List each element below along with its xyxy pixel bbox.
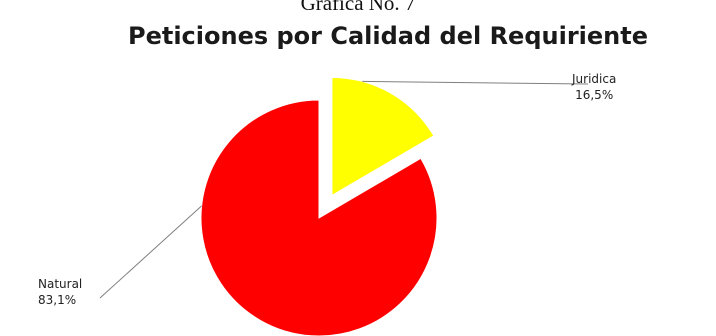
chart-title: Peticiones por Calidad del Requiriente — [127, 22, 648, 50]
pie-slice-juridica — [331, 76, 435, 197]
slice-label-natural: Natural 83,1% — [38, 276, 82, 308]
slice-label-juridica: Juridica 16,5% — [572, 71, 616, 103]
leader-line-juridica — [362, 80, 589, 85]
slice-label-natural-value: 83,1% — [38, 293, 77, 307]
pie-slice-natural — [200, 99, 438, 336]
leader-line-natural — [99, 205, 202, 299]
slice-label-juridica-value: 16,5% — [575, 88, 614, 102]
slice-label-natural-name: Natural — [38, 277, 83, 291]
slice-label-juridica-name: Juridica — [572, 72, 617, 86]
figure-caption: Gráfica No. 7 — [300, 0, 416, 15]
